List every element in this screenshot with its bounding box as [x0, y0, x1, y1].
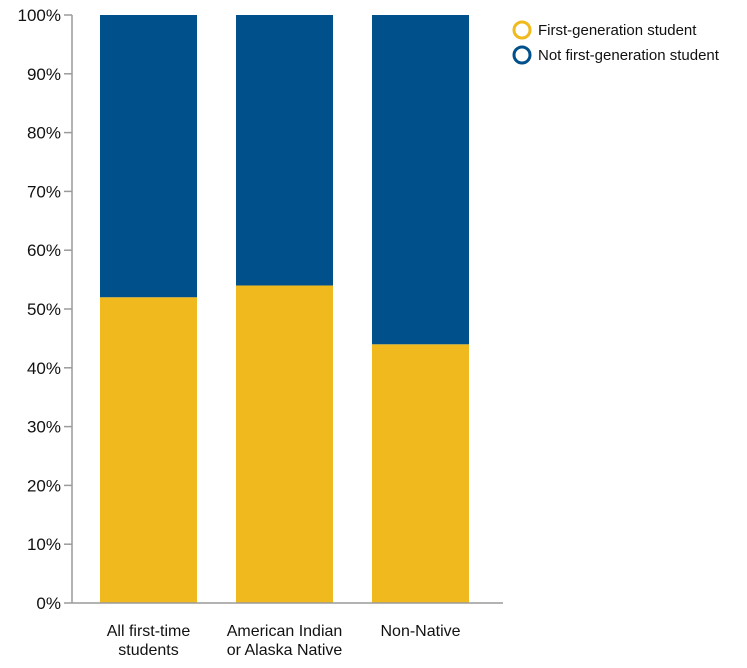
x-category-label: All first-time students	[107, 623, 191, 659]
bar-segment-first-generation-2	[236, 285, 333, 603]
y-tick-label: 90%	[27, 65, 61, 84]
y-tick-label: 20%	[27, 476, 61, 495]
legend: First-generation student Not first-genera…	[512, 20, 720, 65]
bar-segment-not-first-generation-3	[372, 15, 469, 345]
legend-marker-icon	[512, 20, 532, 40]
y-tick-label: 30%	[27, 418, 61, 437]
y-tick-label: 70%	[27, 182, 61, 201]
legend-marker-icon	[512, 45, 532, 65]
legend-label: First-generation student	[538, 22, 697, 39]
y-tick-label: 50%	[27, 300, 61, 319]
y-tick-label: 60%	[27, 241, 61, 260]
x-category-label: American Indian or Alaska Native	[227, 623, 343, 659]
y-axis: 0% 10% 20% 30% 40% 50% 60% 70% 80% 90% 100%	[18, 6, 503, 613]
bars-layer	[100, 15, 469, 603]
bar-segment-not-first-generation-1	[100, 15, 197, 298]
x-axis-labels: All first-time students American Indian or …	[107, 623, 461, 659]
bar-segment-first-generation-1	[100, 297, 197, 603]
y-tick-label: 40%	[27, 359, 61, 378]
y-tick-label: 0%	[36, 594, 61, 613]
x-category-label: Non-Native	[380, 623, 460, 640]
y-tick-label: 100%	[18, 6, 61, 25]
y-tick-label: 80%	[27, 124, 61, 143]
bar-segment-not-first-generation-2	[236, 15, 333, 286]
legend-item-first-generation: First-generation student	[512, 20, 697, 40]
y-tick-label: 10%	[27, 535, 61, 554]
bar-segment-first-generation-3	[372, 344, 469, 603]
legend-item-not-first-generation: Not first-generation student	[512, 45, 720, 65]
legend-label: Not first-generation student	[538, 47, 720, 64]
